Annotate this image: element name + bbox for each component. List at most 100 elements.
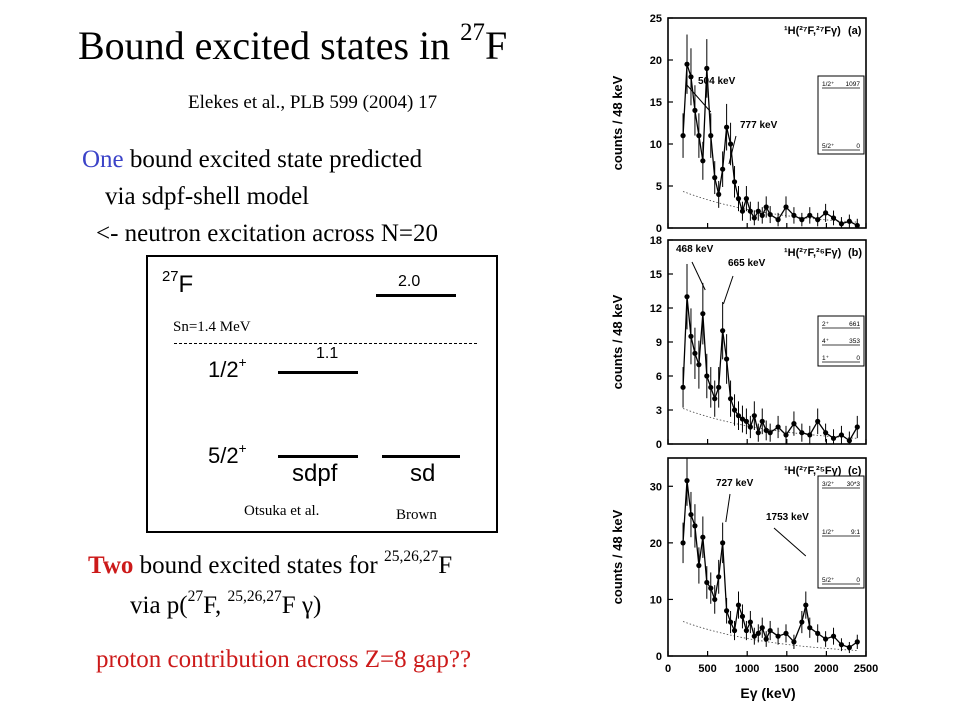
data-point bbox=[755, 208, 761, 214]
data-point bbox=[739, 208, 746, 214]
data-point bbox=[830, 215, 837, 221]
data-point bbox=[815, 217, 821, 223]
data-point bbox=[684, 478, 690, 484]
data-point bbox=[799, 430, 805, 436]
inset-energy: 0 bbox=[856, 143, 860, 150]
data-point bbox=[735, 196, 742, 202]
data-point bbox=[791, 421, 797, 427]
data-point bbox=[727, 141, 734, 147]
data-point bbox=[688, 74, 694, 80]
data-point bbox=[731, 627, 738, 634]
data-point bbox=[708, 384, 714, 390]
peak-label: 1753 keV bbox=[766, 512, 809, 523]
data-point bbox=[684, 61, 690, 67]
two-states-line: Two bound excited states for 25,26,27F bbox=[88, 548, 453, 579]
x-tick-label: 1000 bbox=[735, 663, 759, 675]
peak-arrow bbox=[685, 83, 712, 113]
sdpf-ground-level bbox=[278, 455, 358, 458]
peak-arrow bbox=[773, 527, 807, 557]
data-point bbox=[854, 424, 860, 430]
inset-level-box bbox=[817, 475, 865, 589]
slide-title: Bound excited states in 27F bbox=[78, 19, 508, 68]
sdpf-excited-level bbox=[278, 371, 358, 374]
y-tick-label: 10 bbox=[650, 139, 662, 151]
data-point bbox=[767, 430, 773, 436]
one-highlight: One bbox=[82, 146, 124, 173]
data-point bbox=[696, 362, 702, 368]
data-point bbox=[823, 430, 829, 436]
reaction-label: ¹H(²⁷F,²⁷Fγ) bbox=[784, 25, 841, 37]
citation: Elekes et al., PLB 599 (2004) 17 bbox=[188, 92, 438, 113]
data-point bbox=[684, 294, 690, 300]
data-point bbox=[747, 208, 753, 214]
data-point bbox=[724, 356, 730, 362]
y-tick-label: 18 bbox=[650, 235, 662, 247]
data-point bbox=[708, 133, 714, 139]
data-point bbox=[815, 418, 821, 424]
data-point bbox=[799, 619, 805, 625]
data-point bbox=[696, 562, 702, 569]
data-point bbox=[791, 639, 797, 645]
y-tick-label: 12 bbox=[650, 303, 662, 315]
data-point bbox=[775, 217, 781, 223]
data-point bbox=[680, 133, 686, 139]
x-tick-label: 1500 bbox=[775, 663, 799, 675]
data-point bbox=[716, 191, 722, 197]
data-point bbox=[846, 644, 852, 651]
data-point bbox=[791, 212, 797, 218]
data-point bbox=[712, 175, 718, 181]
y-tick-label: 5 bbox=[656, 181, 662, 193]
level-scheme: 27F 2.0 Sn=1.4 MeV 1.1 1/2+ 5/2+ sdpf sd… bbox=[146, 255, 498, 533]
data-point bbox=[807, 212, 813, 218]
x-tick-label: 0 bbox=[665, 663, 671, 675]
data-point bbox=[688, 333, 694, 339]
inset-jpi: 4⁺ bbox=[822, 338, 830, 345]
x-axis-label: Eγ (keV) bbox=[740, 685, 795, 701]
gamma-spectra-figure: 0 5 10 15 20 25 counts / 48 keV ¹H(²⁷F,²⁷Fγ) (a)… bbox=[610, 13, 878, 701]
y-tick-label: 3 bbox=[656, 405, 662, 417]
data-point bbox=[720, 166, 726, 172]
panel-tag: (b) bbox=[848, 247, 862, 259]
data-point bbox=[747, 424, 753, 430]
data-point bbox=[704, 65, 710, 71]
data-point bbox=[716, 574, 722, 580]
data-point bbox=[763, 636, 769, 642]
inset-jpi: 5/2⁺ bbox=[822, 577, 835, 584]
y-tick-label: 0 bbox=[656, 439, 662, 451]
peak-arrow bbox=[728, 135, 737, 165]
data-point bbox=[838, 642, 845, 648]
inset-energy: 0 bbox=[856, 577, 860, 584]
peak-label: 665 keV bbox=[728, 258, 766, 269]
inset-jpi: 2⁺ bbox=[822, 321, 830, 328]
sdpf-excited-energy: 1.1 bbox=[316, 345, 339, 362]
y-tick-label: 9 bbox=[656, 337, 662, 349]
fit-curve bbox=[682, 296, 858, 442]
data-point bbox=[731, 179, 738, 185]
reaction-line: via p(27F, 25,26,27F γ) bbox=[130, 588, 322, 619]
data-point bbox=[783, 432, 789, 438]
neutron-excitation-line: <- neutron excitation across N=20 bbox=[96, 220, 438, 247]
data-point bbox=[823, 210, 829, 216]
data-point bbox=[763, 427, 769, 433]
jpi-excited: 1/2+ bbox=[208, 354, 247, 382]
panel-tag: (a) bbox=[848, 25, 862, 37]
data-point bbox=[846, 438, 852, 444]
data-point bbox=[704, 579, 710, 586]
data-point bbox=[743, 196, 750, 202]
peak-label: 727 keV bbox=[716, 478, 754, 489]
inset-energy: 353 bbox=[849, 338, 860, 345]
data-point bbox=[799, 217, 805, 223]
data-point bbox=[823, 636, 829, 642]
data-point bbox=[735, 413, 742, 419]
prediction-line: One bound excited state predicted bbox=[82, 146, 423, 173]
data-point bbox=[692, 350, 698, 356]
x-tick-label: 2000 bbox=[814, 663, 838, 675]
inset-jpi: 1⁺ bbox=[822, 355, 830, 362]
y-tick-label: 30 bbox=[650, 481, 662, 493]
y-tick-label: 20 bbox=[650, 538, 662, 550]
data-point bbox=[716, 384, 722, 390]
peak-arrow bbox=[725, 493, 731, 523]
data-point bbox=[696, 133, 702, 139]
inset-energy: 661 bbox=[849, 321, 860, 328]
peak-label: 468 keV bbox=[676, 244, 714, 255]
